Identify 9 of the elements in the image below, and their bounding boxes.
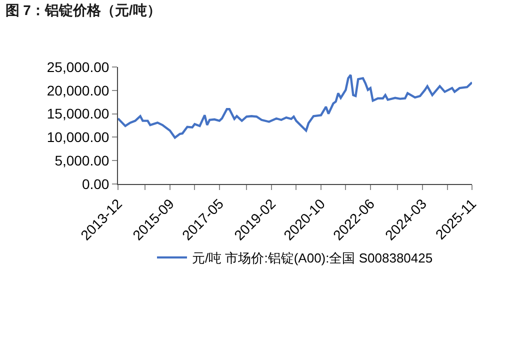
y-tick-label: 25,000.00 [46,58,110,75]
legend-label: 元/吨 市场价:铝锭(A00):全国 S008380425 [192,250,433,266]
y-tick-label: 10,000.00 [46,129,110,146]
y-tick-label: 0.00 [82,176,110,192]
y-tick-label: 20,000.00 [46,82,110,98]
line-series [118,74,472,139]
y-tick-label: 15,000.00 [46,106,110,122]
y-tick-label: 5,000.00 [54,152,110,168]
chart-title: 图 7：铝锭价格（元/吨） [5,2,161,18]
